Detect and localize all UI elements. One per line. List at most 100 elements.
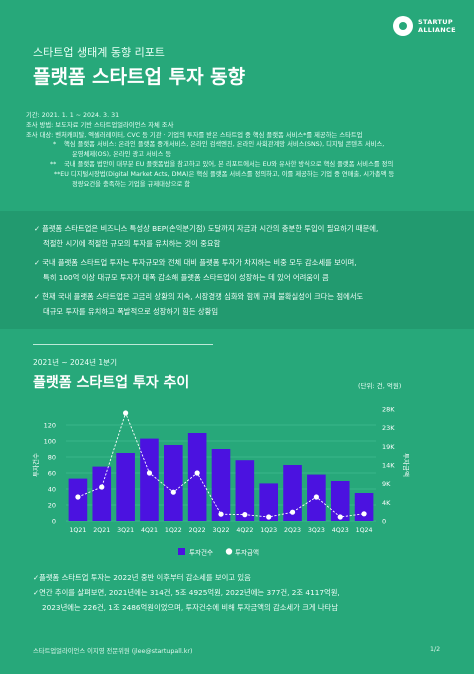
bar [211,449,231,521]
y-tick-label: 60 [48,470,56,478]
summary-box: ✓ 플랫폼 스타트업은 비즈니스 특성상 BEP(손익분기점) 도달까지 자금과 … [0,211,474,329]
check-icon: ✓ [33,588,40,597]
bar [140,438,159,521]
y2-tick-label: 9K [382,480,391,488]
meta-method: 조사 방법: 보도자료 기반 스타트업얼라이언스 자체 조사 [26,121,174,129]
y2-tick-label: 28K [382,406,395,414]
chart-title: 플랫폼 스타트업 투자 추이 [33,375,190,391]
bar [283,465,302,521]
brand-mark-icon [393,16,413,36]
summary-item-line1: 플랫폼 스타트업은 비즈니스 특성상 BEP(손익분기점) 도달까지 자금과 시… [42,224,379,233]
y2-tick-label: 14K [382,462,395,470]
y2-tick-label: 23K [382,424,395,432]
legend-bar-label: 투자건수 [189,548,213,557]
line-point [337,514,343,520]
x-tick-label: 2Q22 [189,527,206,534]
x-tick-label: 4Q22 [236,527,253,534]
y2-tick-label: 4K [382,499,391,507]
chart-unit: (단위: 건, 억원) [358,382,402,390]
summary-item: ✓ 플랫폼 스타트업은 비즈니스 특성상 BEP(손익분기점) 도달까지 자금과 … [34,221,454,251]
note1-line1: 핵심 플랫폼 서비스: 온라인 플랫폼 중개서비스, 온라인 검색엔진, 온라인… [64,141,385,149]
line-point [313,494,319,500]
x-tick-label: 1Q23 [260,527,277,534]
note-line2: 연간 추이를 살펴보면, 2021년에는 314건, 5조 4925억원, 20… [39,588,340,597]
brand-name-line2: ALLIANCE [418,26,456,34]
bar [354,493,374,521]
x-tick-label: 3Q23 [308,527,325,534]
bar [116,453,135,521]
summary-item-line1: 국내 플랫폼 스타트업 투자는 투자규모와 전체 대비 플랫폼 투자가 차지하는… [42,258,357,267]
x-tick-label: 1Q24 [356,527,373,534]
summary-item: ✓ 현재 국내 플랫폼 스타트업은 고금리 상황의 지속, 시장경쟁 심화와 함께… [34,289,454,319]
section-divider [33,344,213,345]
footer-author: 스타트업얼라이언스 이지영 전문위원 (jlee@startupall.kr) [33,648,193,655]
y-axis-label: 투자건수 [31,453,40,477]
line-point [194,470,200,476]
summary-item-line2: 대규모 투자를 유치하고 폭발적으로 성장하기 힘든 상황임 [43,307,219,316]
y2-axis-label: 투자금액 [402,453,411,477]
report-title: 플랫폼 스타트업 투자 동향 [33,66,246,88]
bar [235,460,255,521]
line-point [146,470,153,476]
check-icon: ✓ [33,573,40,582]
y2-tick-label: 0 [382,518,386,526]
y2-tick-label: 19K [382,443,395,451]
y-tick-label: 100 [44,438,56,446]
line-point [99,484,105,490]
y-tick-label: 20 [48,502,56,510]
summary-item: ✓ 국내 플랫폼 스타트업 투자는 투자규모와 전체 대비 플랫폼 투자가 차지하… [34,255,454,285]
line-point [123,410,129,416]
x-tick-label: 3Q22 [213,527,230,534]
note1-line2: 운영체제(OS), 온라인 광고 서비스 등 [72,151,172,159]
summary-item-line2: 특히 100억 이상 대규모 투자가 대폭 감소해 플랫폼 스타트업이 성장하는… [43,273,329,282]
note2-line1: 국내 플랫폼 법안이 대부분 EU 플랫폼법을 참고하고 있어, 본 리포트에서… [64,160,394,168]
check-icon: ✓ [34,292,41,301]
x-tick-label: 3Q21 [117,527,134,534]
chart-period: 2021년 ~ 2024년 1분기 [33,358,117,367]
report-subtitle: 스타트업 생태계 동향 리포트 [33,46,165,59]
y-tick-label: 120 [44,422,56,430]
summary-item-line1: 현재 국내 플랫폼 스타트업은 고금리 상황의 지속, 시장경쟁 심화와 함께 … [42,292,364,301]
x-tick-label: 2Q21 [93,527,110,534]
check-icon: ✓ [34,258,41,267]
note2-line3: 정량요건을 충족하는 기업을 규제대상으로 함 [72,180,191,188]
x-tick-label: 1Q21 [69,527,86,534]
x-tick-label: 1Q22 [165,527,182,534]
line-point [218,511,224,517]
line-point [75,494,81,500]
survey-meta: 기간: 2021. 1. 1 ~ 2024. 3. 31 조사 방법: 보도자료… [26,111,456,189]
line-point [266,514,272,520]
legend-line-swatch [225,548,233,555]
y-tick-label: 0 [52,518,56,526]
x-tick-label: 4Q21 [141,527,158,534]
meta-note1: * 핵심 플랫폼 서비스: 온라인 플랫폼 중개서비스, 온라인 검색엔진, 온… [26,140,456,150]
line-point [289,509,296,515]
y-tick-label: 40 [48,486,56,494]
chart-notes: ✓플랫폼 스타트업 투자는 2022년 중반 이후부터 감소세를 보이고 있음 … [33,570,453,615]
bar [187,433,207,521]
note-line1: 플랫폼 스타트업 투자는 2022년 중반 이후부터 감소세를 보이고 있음 [39,573,251,582]
line-point [170,489,176,495]
note-line3: 2023년에는 226건, 1조 2486억원이었으며, 투자건수에 비해 투자… [42,603,339,612]
legend-bar-swatch [178,548,185,555]
page-number: 1/2 [430,646,441,653]
brand-name-line1: STARTUP [418,18,453,26]
check-icon: ✓ [34,224,41,233]
x-tick-label: 4Q23 [332,527,349,534]
note1-mark: * [53,141,57,149]
meta-note2: ** 국내 플랫폼 법안이 대부분 EU 플랫폼법을 참고하고 있어, 본 리포… [26,160,456,170]
meta-target: 조사 대상: 벤처캐피탈, 엑셀러레이터, CVC 등 기관 · 기업의 투자를… [26,131,363,139]
note2-line2: **EU 디지털시장법(Digital Market Acts, DMA)은 핵… [54,170,395,178]
bar [164,445,183,521]
bar [330,481,350,521]
x-tick-label: 2Q23 [284,527,301,534]
note2-mark: ** [50,160,57,168]
bar [92,466,112,521]
legend-line-label: 투자금액 [235,548,259,557]
line-point [361,511,367,517]
bar [68,478,88,521]
y-tick-label: 80 [48,454,56,462]
line-point [242,512,248,518]
